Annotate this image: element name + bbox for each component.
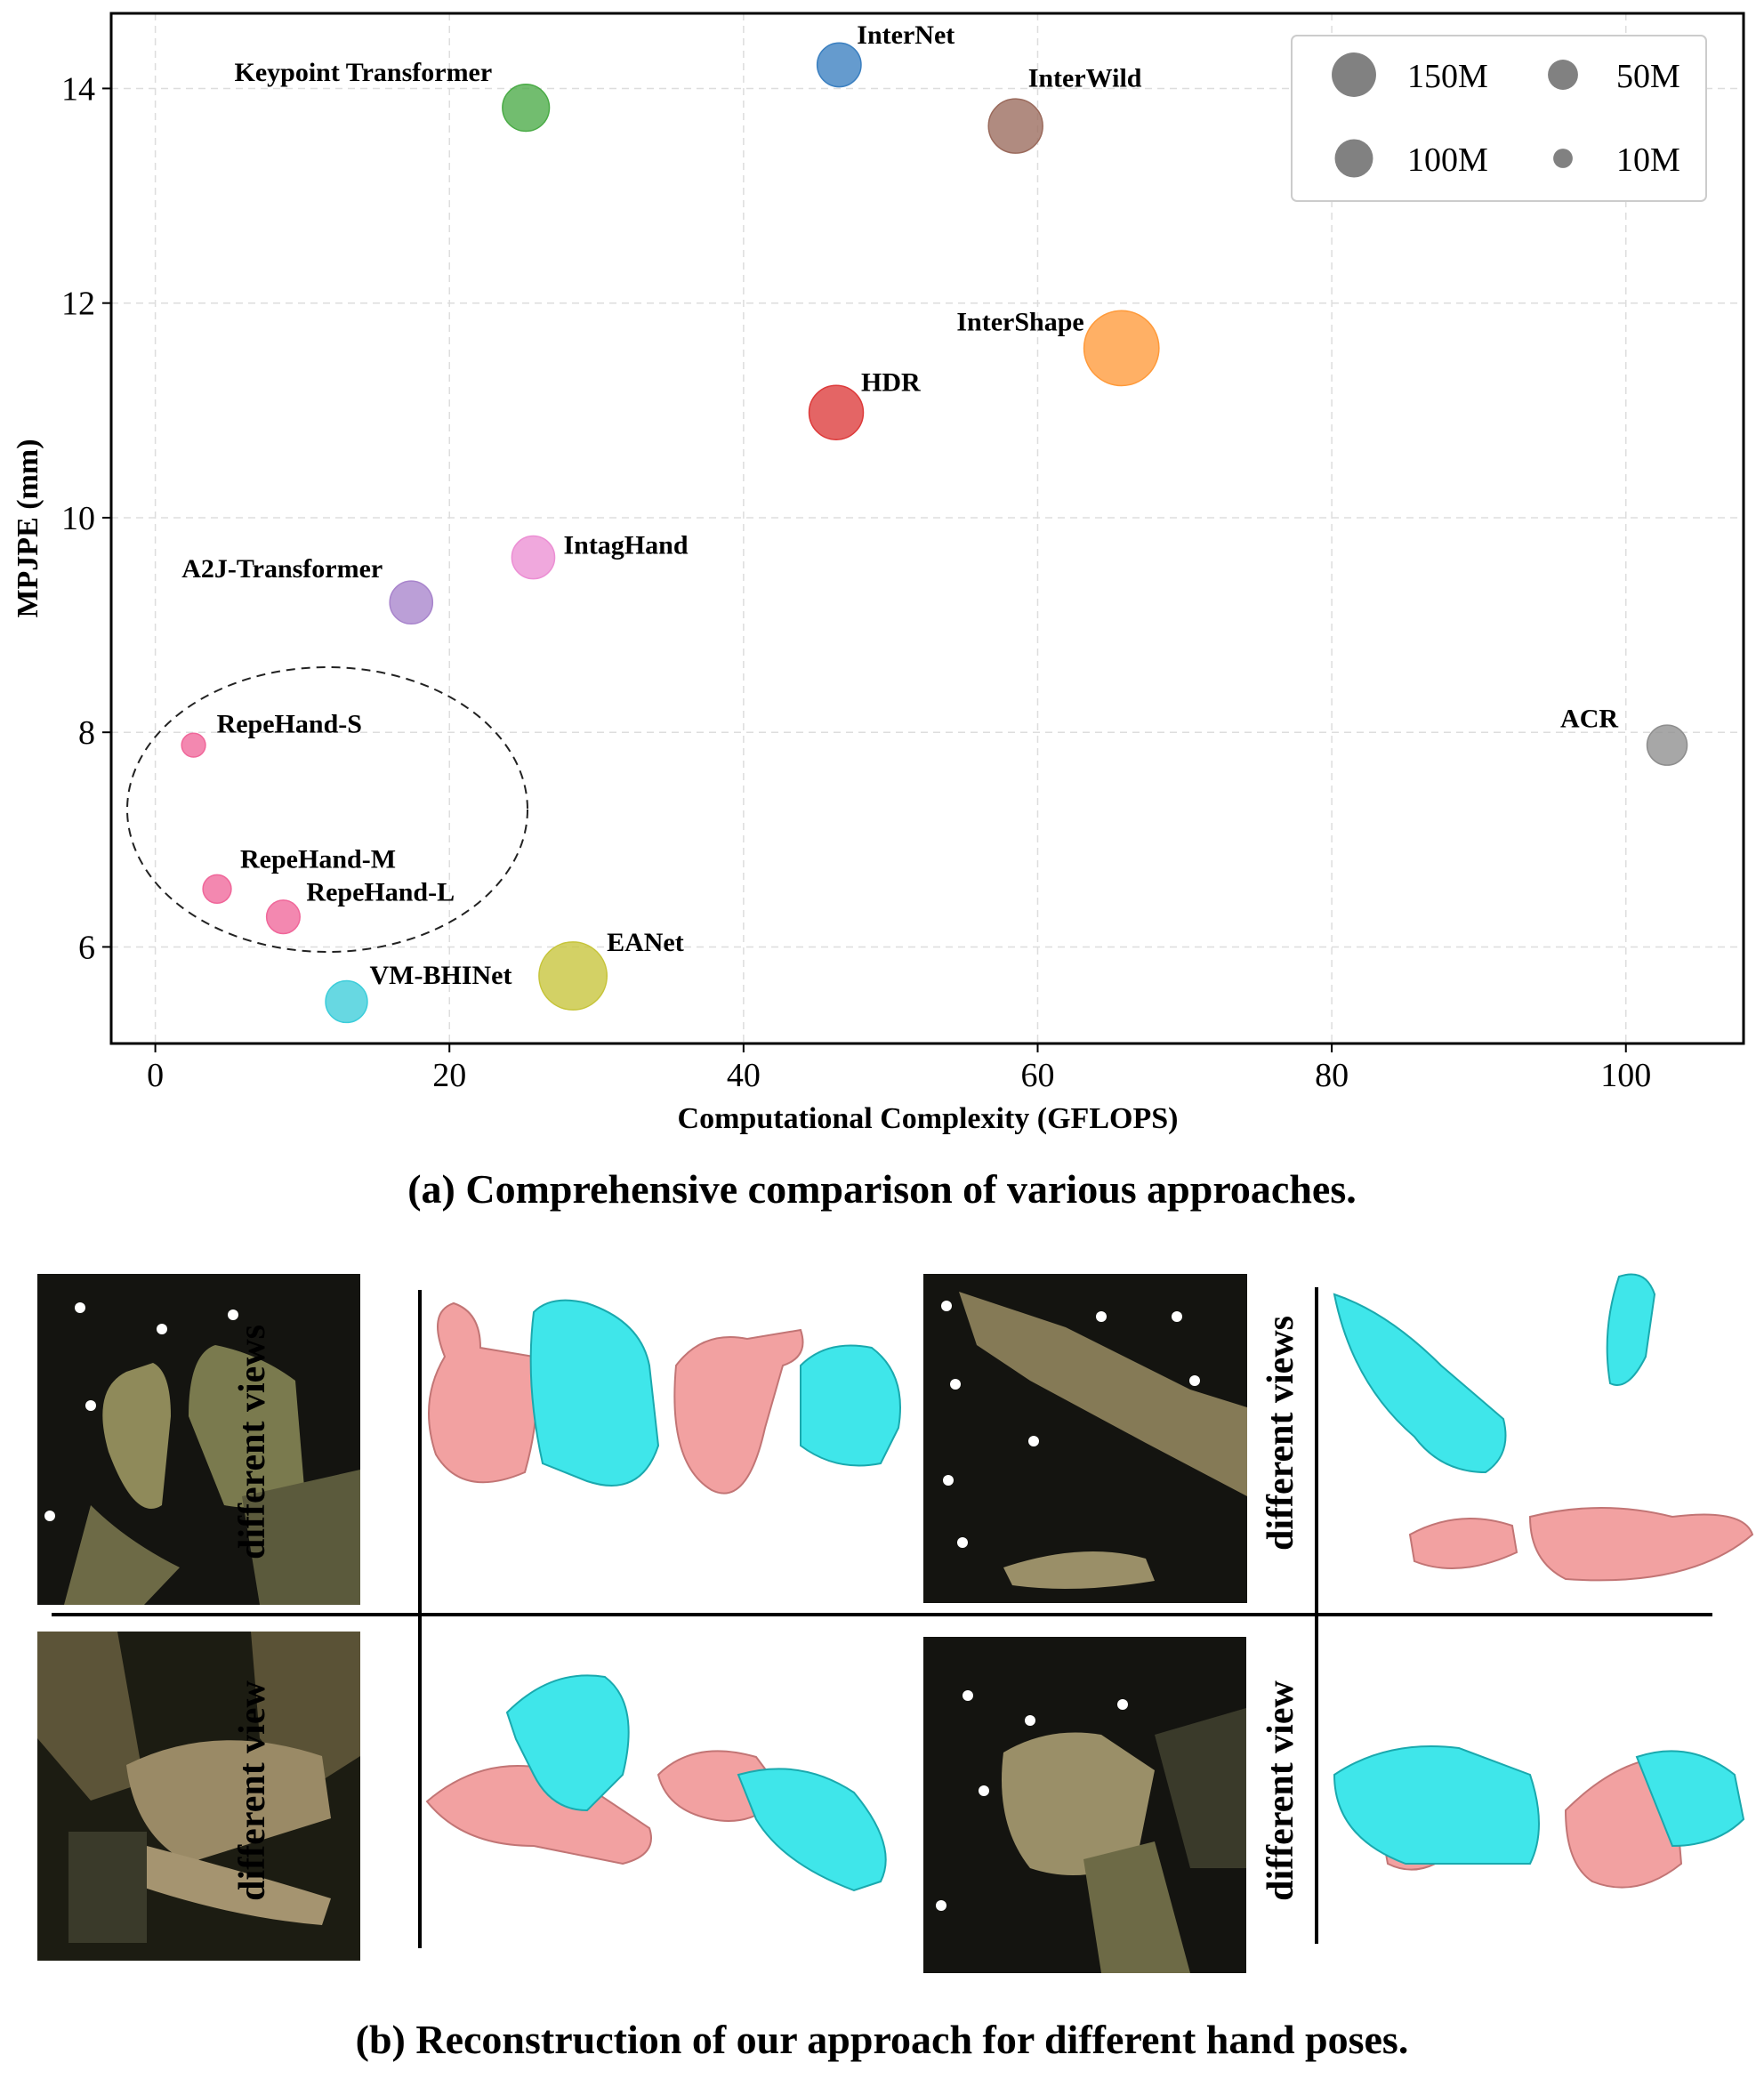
mesh-bottom-right-view1 bbox=[1333, 1745, 1540, 1871]
x-tick-label: 100 bbox=[1600, 1057, 1651, 1094]
x-axis-label: Computational Complexity (GFLOPS) bbox=[678, 1102, 1179, 1135]
point-label: RepeHand-M bbox=[240, 844, 396, 874]
mesh-bottom-right-view2 bbox=[1564, 1750, 1745, 1889]
data-point-intershape bbox=[1083, 310, 1160, 387]
point-label: HDR bbox=[861, 368, 921, 398]
mesh-top-left-view2 bbox=[673, 1328, 901, 1495]
y-tick-label: 6 bbox=[78, 929, 95, 966]
data-point-repehand-s bbox=[181, 732, 206, 758]
data-point-repehand-l bbox=[265, 899, 301, 935]
y-axis-label: MPJPE (mm) bbox=[12, 439, 44, 617]
point-labels: InterNet Keypoint Transformer InterWild Int… bbox=[181, 20, 1618, 990]
x-tick-label: 60 bbox=[1020, 1057, 1054, 1094]
mesh-renders bbox=[425, 1273, 1754, 1892]
data-points bbox=[181, 42, 1688, 1024]
point-label: InterShape bbox=[956, 307, 1083, 336]
y-tick-label: 8 bbox=[78, 714, 95, 752]
caption-b: (b) Reconstruction of our approach for d… bbox=[355, 2017, 1409, 2062]
photo-top-right bbox=[923, 1274, 1247, 1603]
scatter-chart: 0 20 40 60 80 100 6 8 10 12 14 InterNet Keypoint Tr… bbox=[12, 12, 1745, 1135]
mesh-bottom-left-view2 bbox=[656, 1750, 887, 1892]
point-label: EANet bbox=[607, 928, 684, 957]
photo-top-left bbox=[37, 1274, 360, 1605]
point-label: InterNet bbox=[857, 20, 954, 50]
y-tick-label: 12 bbox=[61, 286, 95, 323]
point-label: Keypoint Transformer bbox=[235, 58, 493, 87]
mesh-bottom-left-view1 bbox=[425, 1674, 652, 1865]
point-label: RepeHand-S bbox=[217, 710, 362, 739]
y-tick-label: 14 bbox=[61, 70, 95, 108]
mesh-top-right-view1 bbox=[1333, 1273, 1656, 1474]
legend-label: 150M bbox=[1407, 58, 1488, 95]
x-tick-label: 80 bbox=[1315, 1057, 1349, 1094]
x-tick-label: 20 bbox=[432, 1057, 466, 1094]
point-label: RepeHand-L bbox=[306, 878, 455, 907]
axis-ticks: 0 20 40 60 80 100 6 8 10 12 14 bbox=[61, 70, 1651, 1094]
mesh-top-right-view2 bbox=[1408, 1507, 1754, 1582]
photo-bottom-right bbox=[923, 1637, 1246, 1973]
data-point-repehand-m bbox=[202, 874, 232, 904]
data-point-vm-bhinet bbox=[325, 979, 368, 1024]
data-point-a2j-transformer bbox=[389, 580, 434, 625]
caption-a: (a) Comprehensive comparison of various … bbox=[407, 1166, 1357, 1212]
point-label: InterWild bbox=[1028, 64, 1142, 93]
data-point-hdr bbox=[808, 384, 865, 440]
x-tick-label: 40 bbox=[727, 1057, 761, 1094]
data-point-keypoint-transformer bbox=[502, 84, 551, 133]
data-point-intaghand bbox=[511, 535, 556, 580]
data-point-acr bbox=[1646, 724, 1688, 766]
data-point-eanet bbox=[538, 941, 608, 1011]
legend-marker bbox=[1332, 52, 1376, 97]
y-tick-label: 10 bbox=[61, 500, 95, 537]
point-label: ACR bbox=[1560, 705, 1618, 734]
legend: 150M 50M 100M 10M bbox=[1291, 35, 1707, 202]
x-tick-label: 0 bbox=[147, 1057, 164, 1094]
legend-label: 10M bbox=[1616, 141, 1680, 179]
plot-frame bbox=[109, 12, 1745, 1045]
repehand-highlight-ellipse bbox=[126, 666, 528, 953]
legend-marker bbox=[1548, 60, 1578, 90]
mesh-top-left-view1 bbox=[428, 1299, 660, 1487]
data-point-interwild bbox=[987, 98, 1043, 154]
point-label: A2J-Transformer bbox=[181, 554, 383, 584]
data-point-internet bbox=[816, 42, 862, 88]
reconstruction-grid bbox=[52, 1287, 1712, 1948]
legend-marker bbox=[1553, 149, 1573, 168]
legend-marker bbox=[1334, 139, 1373, 178]
point-label: VM-BHINet bbox=[370, 961, 512, 990]
legend-label: 100M bbox=[1407, 141, 1488, 179]
point-label: IntagHand bbox=[563, 531, 688, 560]
photo-bottom-left bbox=[37, 1632, 360, 1961]
legend-label: 50M bbox=[1616, 58, 1680, 95]
